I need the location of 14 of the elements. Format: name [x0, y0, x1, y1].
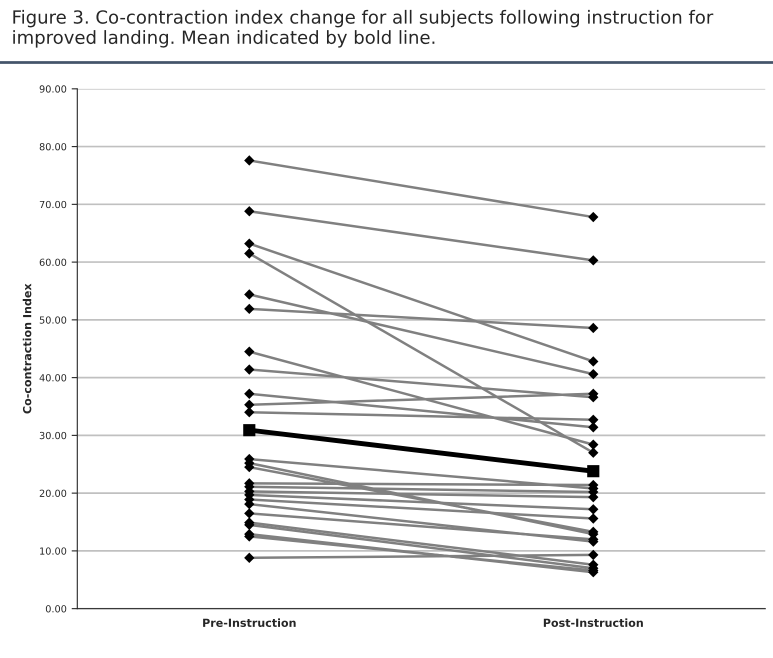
- chart-title: Figure 3. Co-contraction index change for all subjects following instruction for improved landing. Mean indicated by bold line.: [13, 10, 714, 48]
- x-tick-label: Post-Instruction: [544, 618, 643, 627]
- y-tick-label: 30.00: [40, 432, 66, 440]
- y-tick-label: 60.00: [40, 258, 66, 266]
- x-tick-label: Pre-Instruction: [203, 618, 296, 627]
- y-tick-label: 70.00: [40, 200, 66, 208]
- y-axis-title: Co-contraction Index: [22, 284, 32, 414]
- y-tick-label: 40.00: [40, 374, 66, 382]
- y-tick-label: 50.00: [40, 316, 66, 324]
- y-tick-label: 20.00: [40, 490, 66, 497]
- y-tick-label: 10.00: [40, 547, 66, 555]
- y-tick-label: 0.00: [46, 605, 66, 612]
- y-tick-label: 80.00: [40, 143, 66, 150]
- y-tick-label: 90.00: [40, 85, 66, 93]
